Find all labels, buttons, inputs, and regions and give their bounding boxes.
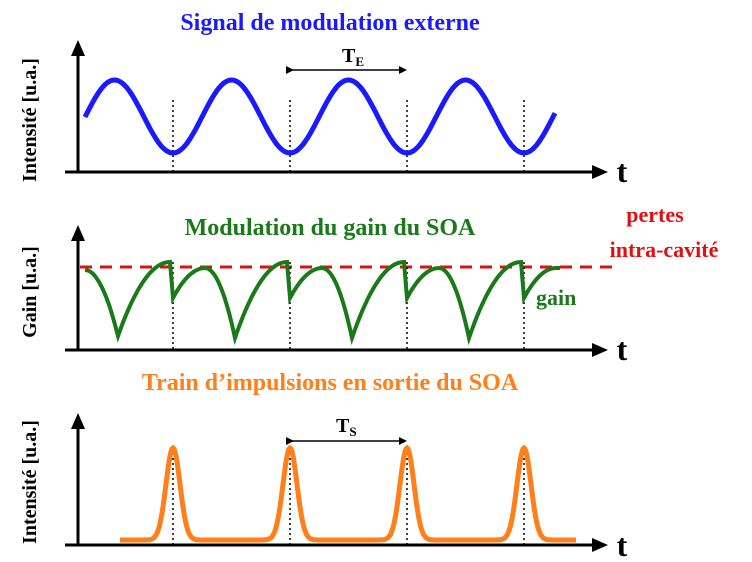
y-label: Intensité [u.a.]: [19, 58, 41, 182]
panel-title: Signal de modulation externe: [180, 10, 480, 36]
period-label: TS: [336, 415, 357, 439]
sine-curve: [82, 77, 558, 156]
loss-label: pertes: [626, 202, 684, 227]
gain-group: [84, 259, 560, 350]
panel-title: Modulation du gain du SOA: [185, 215, 476, 241]
gain-curve: [84, 259, 560, 346]
x-label: t: [617, 153, 628, 189]
x-label: t: [617, 527, 628, 562]
pulse-group: [120, 444, 576, 545]
pulse-curve: [120, 444, 576, 543]
y-label: Intensité [u.a.]: [19, 420, 41, 544]
period-symbol: T: [336, 415, 350, 437]
panel-title: Train d’impulsions en sortie du SOA: [142, 370, 519, 396]
period-sub: S: [349, 424, 356, 439]
sine-group: [82, 77, 558, 172]
x-label: t: [617, 331, 628, 367]
period-symbol: T: [342, 45, 356, 67]
curve-label: gain: [536, 285, 576, 310]
period-sub: E: [355, 54, 364, 69]
loss-label: intra-cavité: [610, 237, 719, 262]
y-label: Gain [u.a.]: [19, 246, 41, 338]
period-label: TE: [342, 45, 364, 69]
